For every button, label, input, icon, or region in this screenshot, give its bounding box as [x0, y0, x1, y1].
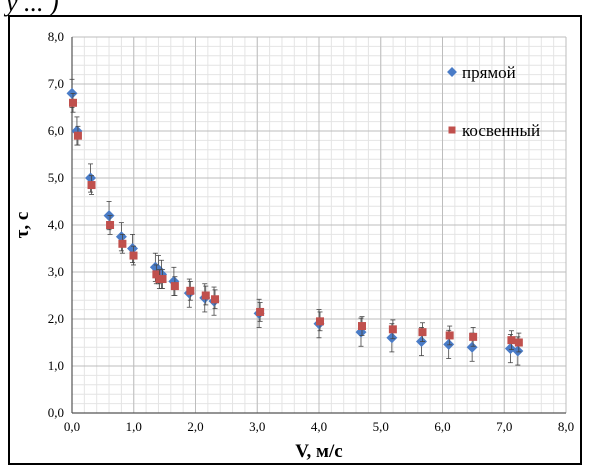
x-tick-label: 2,0 — [187, 419, 203, 434]
data-point-prjamoj — [443, 338, 455, 350]
data-point-kosvennyj — [158, 275, 167, 284]
data-point-kosvennyj — [118, 239, 127, 248]
data-point-kosvennyj — [316, 317, 324, 326]
data-point-kosvennyj — [73, 131, 82, 140]
x-tick-label: 6,0 — [434, 419, 450, 434]
caption-fragment: у ... ) — [6, 0, 59, 17]
y-tick-label: 8,0 — [48, 29, 64, 44]
data-point-prjamoj — [512, 345, 524, 357]
chart: 0,0 1,0 2,0 3,0 4,0 5,0 6,0 7,0 8,0 0,0 1,0 2,0 3,0… — [12, 29, 574, 462]
x-tick-label: 7,0 — [496, 419, 512, 434]
data-point-prjamoj — [386, 332, 398, 344]
data-point-kosvennyj — [170, 282, 179, 291]
chart-frame: 0,0 1,0 2,0 3,0 4,0 5,0 6,0 7,0 8,0 0,0 1,0 2,0 3,0… — [8, 15, 582, 465]
x-tick-label: 1,0 — [126, 419, 142, 434]
data-point-kosvennyj — [514, 338, 523, 347]
legend: прямой косвенный — [447, 63, 540, 140]
x-tick-labels: 0,0 1,0 2,0 3,0 4,0 5,0 6,0 7,0 8,0 — [64, 419, 574, 434]
x-tick-label: 8,0 — [558, 419, 574, 434]
data-point-kosvennyj — [69, 98, 77, 107]
data-point-kosvennyj — [469, 332, 478, 341]
legend-marker-prjamoj — [447, 67, 457, 77]
data-point-kosvennyj — [507, 336, 516, 345]
x-tick-label: 3,0 — [249, 419, 265, 434]
y-axis-title: τ, с — [12, 212, 33, 239]
y-tick-label: 7,0 — [48, 76, 64, 91]
data-point-kosvennyj — [201, 291, 210, 300]
legend-label-kosvennyj: косвенный — [462, 121, 540, 140]
data-point-kosvennyj — [87, 181, 96, 190]
data-point-kosvennyj — [388, 325, 397, 334]
y-tick-labels: 0,0 1,0 2,0 3,0 4,0 5,0 6,0 7,0 8,0 — [48, 29, 64, 420]
data-point-prjamoj — [466, 341, 478, 353]
data-point-kosvennyj — [445, 331, 454, 340]
y-tick-label: 6,0 — [48, 123, 64, 138]
x-tick-label: 5,0 — [373, 419, 389, 434]
x-tick-label: 0,0 — [64, 419, 80, 434]
y-tick-label: 0,0 — [48, 405, 64, 420]
legend-marker-kosvennyj — [448, 126, 456, 134]
data-point-kosvennyj — [186, 286, 195, 295]
y-tick-label: 3,0 — [48, 264, 64, 279]
x-axis-title: V, м/с — [295, 441, 342, 462]
data-point-kosvennyj — [256, 307, 265, 316]
x-tick-label: 4,0 — [311, 419, 327, 434]
data-marks — [66, 78, 524, 366]
data-point-kosvennyj — [418, 328, 427, 337]
data-point-kosvennyj — [357, 322, 366, 331]
data-point-kosvennyj — [211, 295, 220, 304]
legend-label-prjamoj: прямой — [462, 63, 516, 82]
data-point-kosvennyj — [106, 221, 115, 229]
y-tick-label: 2,0 — [48, 311, 64, 326]
y-tick-label: 1,0 — [48, 358, 64, 373]
y-tick-label: 4,0 — [48, 217, 64, 232]
data-point-kosvennyj — [152, 270, 161, 279]
y-tick-label: 5,0 — [48, 170, 64, 185]
data-point-kosvennyj — [129, 251, 138, 260]
